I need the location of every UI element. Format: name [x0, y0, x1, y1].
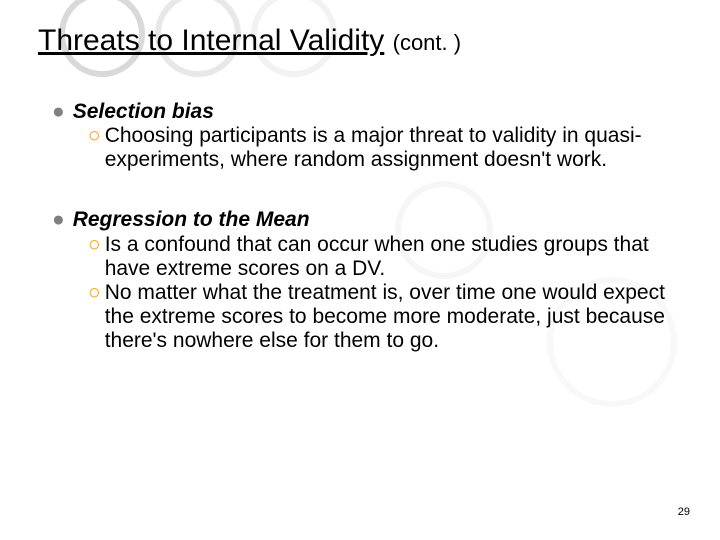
section-selection-bias: ● Selection bias ○ Choosing participants…	[52, 100, 682, 172]
heading-text: Selection bias	[73, 100, 214, 124]
ring-bullet-icon: ○	[88, 124, 101, 148]
title-cont: (cont. )	[393, 30, 461, 55]
page-number: 29	[678, 506, 690, 518]
section-heading: ● Regression to the Mean	[52, 208, 682, 232]
slide-title: Threats to Internal Validity (cont. )	[38, 24, 682, 58]
ring-bullet-icon: ○	[88, 281, 101, 305]
section-items: ○ Is a confound that can occur when one …	[88, 233, 682, 354]
list-item: ○ Choosing participants is a major threa…	[88, 124, 682, 172]
item-text: No matter what the treatment is, over ti…	[105, 281, 682, 353]
slide-content: Threats to Internal Validity (cont. ) ● …	[0, 0, 720, 353]
title-main: Threats to Internal Validity	[38, 24, 384, 57]
heading-text: Regression to the Mean	[73, 208, 310, 232]
list-item: ○ Is a confound that can occur when one …	[88, 233, 682, 281]
section-regression-mean: ● Regression to the Mean ○ Is a confound…	[52, 208, 682, 353]
disc-bullet-icon: ●	[52, 208, 65, 232]
item-text: Is a confound that can occur when one st…	[105, 233, 682, 281]
list-item: ○ No matter what the treatment is, over …	[88, 281, 682, 353]
section-items: ○ Choosing participants is a major threa…	[88, 124, 682, 172]
item-text: Choosing participants is a major threat …	[105, 124, 682, 172]
disc-bullet-icon: ●	[52, 100, 65, 124]
section-heading: ● Selection bias	[52, 100, 682, 124]
ring-bullet-icon: ○	[88, 233, 101, 257]
